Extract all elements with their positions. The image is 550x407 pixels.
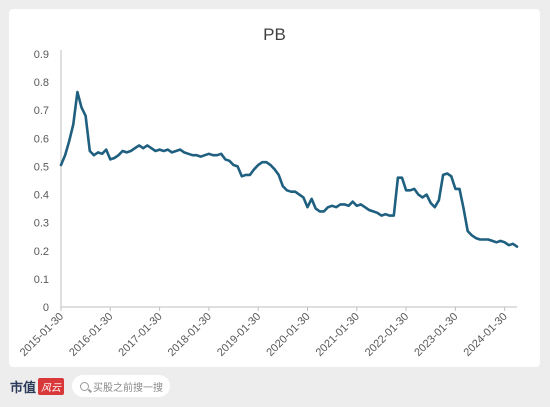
x-tick-label: 2023-01-30 bbox=[412, 311, 460, 359]
y-tick-label: 0.1 bbox=[34, 274, 49, 286]
x-tick-label: 2017-01-30 bbox=[116, 311, 164, 359]
brand-name: 市值 bbox=[10, 381, 37, 396]
x-tick-label: 2019-01-30 bbox=[215, 311, 263, 359]
search-box[interactable]: 买股之前搜一搜 bbox=[72, 375, 170, 397]
x-tick-label: 2018-01-30 bbox=[166, 311, 214, 359]
y-tick-label: 0 bbox=[43, 302, 49, 314]
y-tick-label: 0.7 bbox=[34, 105, 49, 117]
chart-card: PB 0 0.1 0.2 0.3 0.4 0.5 0.6 0.7 0.8 0.9 2015-01-3… bbox=[9, 9, 540, 367]
footer-bar: 市值 风云 买股之前搜一搜 bbox=[0, 367, 550, 407]
search-icon bbox=[80, 381, 89, 391]
search-placeholder: 买股之前搜一搜 bbox=[93, 382, 163, 394]
x-tick-label: 2015-01-30 bbox=[18, 311, 66, 359]
x-tick-label: 2024-01-30 bbox=[462, 311, 510, 359]
brand-logo: 市值 风云 bbox=[10, 377, 65, 396]
x-tick-label: 2016-01-30 bbox=[67, 311, 115, 359]
y-tick-label: 0.4 bbox=[34, 190, 49, 202]
chart-title: PB bbox=[263, 25, 286, 44]
y-tick-label: 0.9 bbox=[34, 49, 49, 61]
brand-badge: 风云 bbox=[38, 378, 65, 395]
x-tick-label: 2021-01-30 bbox=[314, 311, 362, 359]
x-tick-label: 2022-01-30 bbox=[363, 311, 411, 359]
x-tick-label: 2020-01-30 bbox=[264, 311, 312, 359]
y-tick-label: 0.6 bbox=[34, 133, 49, 145]
pb-series-line bbox=[59, 90, 519, 248]
y-tick-label: 0.5 bbox=[34, 161, 49, 173]
y-tick-label: 0.8 bbox=[34, 77, 49, 89]
y-tick-label: 0.3 bbox=[34, 218, 49, 230]
y-tick-label: 0.2 bbox=[34, 246, 49, 258]
